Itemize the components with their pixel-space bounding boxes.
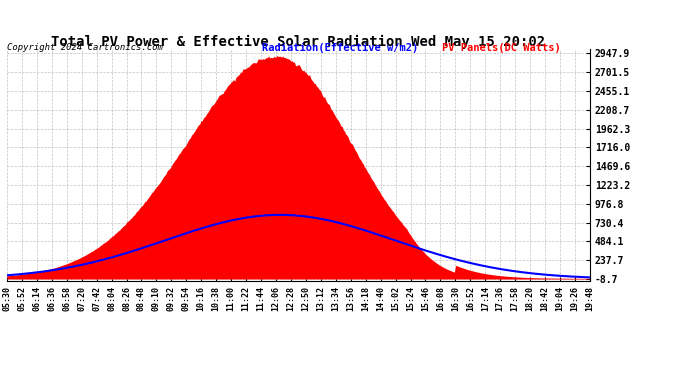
- Text: Copyright 2024 Cartronics.com: Copyright 2024 Cartronics.com: [7, 43, 163, 52]
- Title: Total PV Power & Effective Solar Radiation Wed May 15 20:02: Total PV Power & Effective Solar Radiati…: [51, 34, 546, 49]
- Text: Radiation(Effective w/m2): Radiation(Effective w/m2): [262, 43, 418, 53]
- Text: PV Panels(DC Watts): PV Panels(DC Watts): [442, 43, 560, 53]
